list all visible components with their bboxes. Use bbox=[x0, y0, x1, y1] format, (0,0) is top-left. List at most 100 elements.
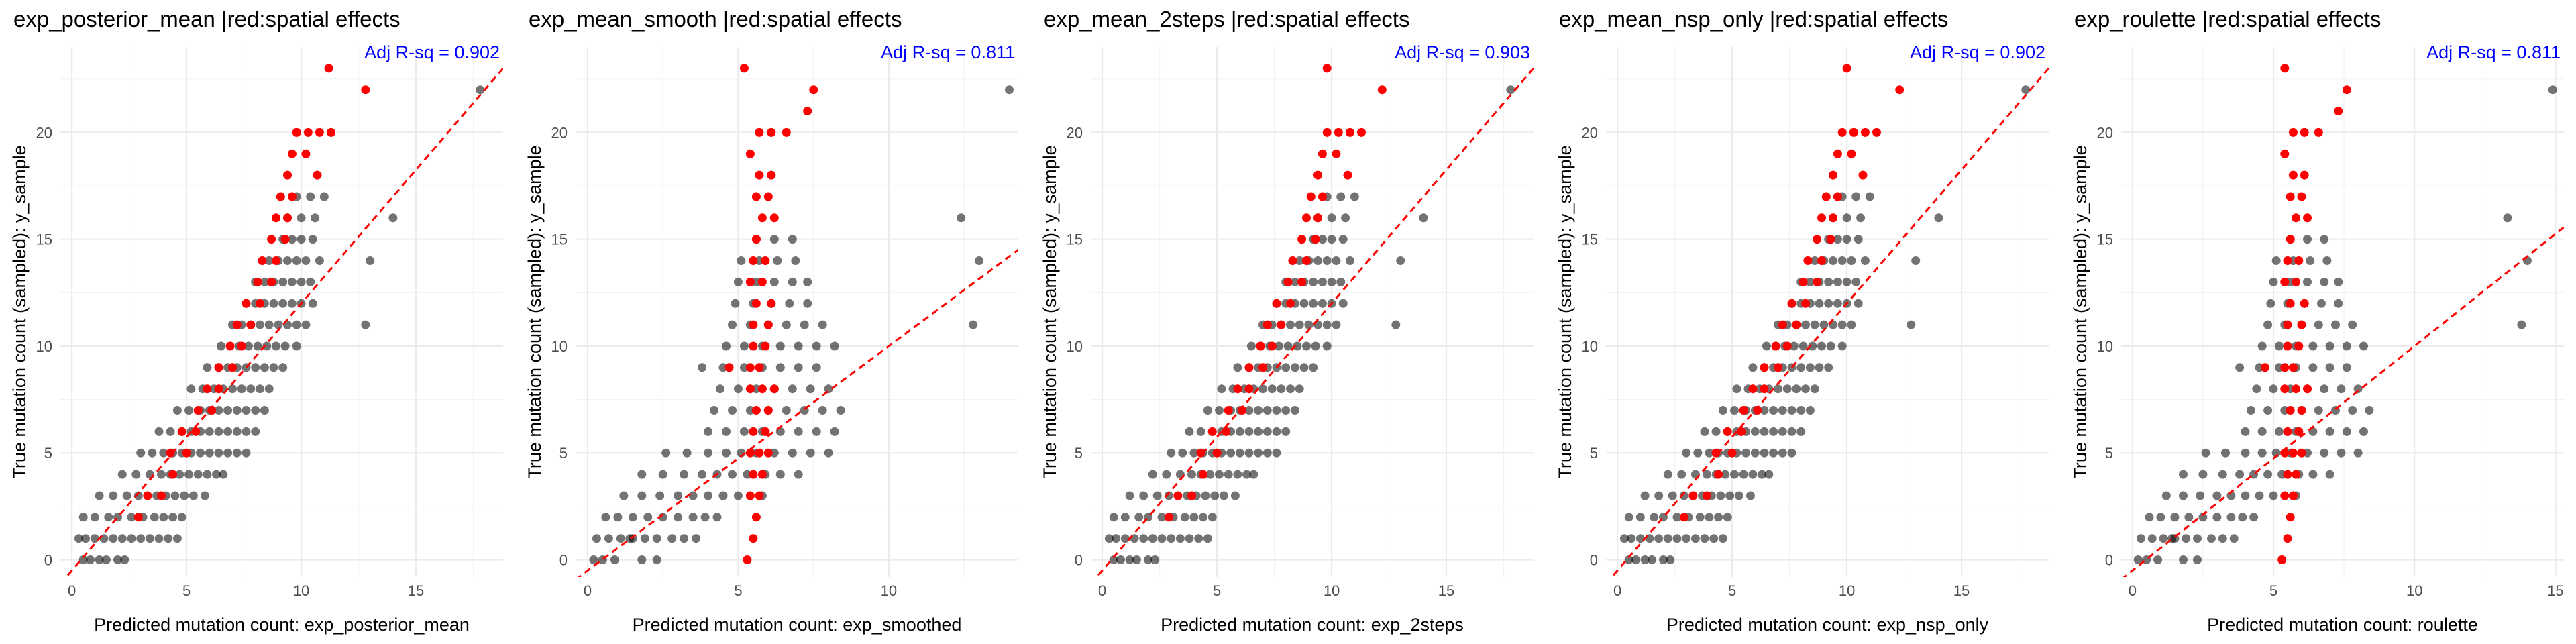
red-point bbox=[1244, 363, 1254, 372]
black-point bbox=[127, 513, 136, 522]
black-point bbox=[1318, 299, 1327, 308]
black-point bbox=[1690, 534, 1700, 543]
x-tick-label: 5 bbox=[1213, 582, 1221, 599]
black-point bbox=[232, 406, 241, 415]
black-point bbox=[1199, 513, 1208, 522]
black-point bbox=[175, 470, 184, 479]
black-point bbox=[2359, 341, 2368, 351]
black-point bbox=[751, 384, 761, 394]
black-point bbox=[2255, 491, 2264, 500]
red-point bbox=[1829, 213, 1837, 223]
red-point bbox=[2314, 127, 2323, 137]
black-point bbox=[1338, 299, 1348, 308]
chart-title: exp_mean_smooth |red:spatial effects bbox=[529, 7, 902, 32]
black-point bbox=[366, 256, 375, 265]
x-tick-label: 0 bbox=[1098, 582, 1106, 599]
red-point bbox=[2283, 427, 2292, 436]
scatter-chart: 0 5 10 0 5 10 15 20 Predicted mutation count: ex… bbox=[525, 7, 1018, 635]
black-point bbox=[1506, 85, 1515, 95]
black-point bbox=[616, 534, 625, 543]
black-point bbox=[1224, 470, 1233, 479]
black-point bbox=[81, 534, 91, 543]
black-point bbox=[287, 277, 297, 286]
black-point bbox=[214, 427, 223, 436]
red-point bbox=[1238, 406, 1247, 415]
black-point bbox=[728, 406, 737, 415]
black-point bbox=[704, 448, 713, 458]
black-point bbox=[1842, 277, 1851, 286]
red-point bbox=[214, 384, 223, 394]
black-point bbox=[1805, 406, 1815, 415]
black-point bbox=[1787, 427, 1796, 436]
black-point bbox=[728, 320, 737, 329]
black-point bbox=[722, 448, 731, 458]
red-point bbox=[191, 427, 201, 436]
red-point bbox=[1306, 192, 1316, 201]
red-point bbox=[809, 85, 818, 95]
red-point bbox=[1679, 513, 1688, 522]
black-point bbox=[319, 192, 329, 201]
red-point bbox=[1837, 127, 1847, 137]
black-point bbox=[652, 534, 661, 543]
black-point bbox=[698, 363, 707, 372]
black-point bbox=[688, 491, 698, 500]
black-point bbox=[2365, 406, 2374, 415]
red-point bbox=[2297, 406, 2306, 415]
black-point bbox=[2153, 555, 2163, 564]
black-point bbox=[1666, 555, 1675, 564]
black-point bbox=[674, 513, 683, 522]
black-point bbox=[1682, 448, 1691, 458]
black-point bbox=[2322, 256, 2332, 265]
black-point bbox=[2266, 299, 2275, 308]
black-point bbox=[788, 384, 797, 394]
black-point bbox=[2263, 406, 2273, 415]
black-point bbox=[824, 448, 833, 458]
black-point bbox=[297, 277, 306, 286]
black-point bbox=[812, 363, 821, 372]
black-point bbox=[2147, 534, 2157, 543]
x-axis-title: Predicted mutation count: roulette bbox=[2207, 614, 2478, 635]
black-point bbox=[297, 235, 306, 244]
red-point bbox=[2294, 341, 2304, 351]
black-point bbox=[592, 534, 601, 543]
black-point bbox=[1750, 448, 1760, 458]
black-point bbox=[1668, 491, 1677, 500]
black-point bbox=[628, 513, 637, 522]
red-point bbox=[292, 127, 301, 137]
black-point bbox=[1851, 192, 1861, 201]
black-point bbox=[818, 406, 827, 415]
red-point bbox=[272, 213, 280, 223]
black-point bbox=[2226, 513, 2236, 522]
red-point bbox=[1821, 192, 1831, 201]
black-point bbox=[1293, 341, 1302, 351]
black-point bbox=[232, 427, 241, 436]
black-point bbox=[2145, 513, 2154, 522]
black-point bbox=[2308, 341, 2318, 351]
black-point bbox=[1120, 513, 1130, 522]
red-point bbox=[749, 256, 758, 265]
black-point bbox=[1810, 320, 1819, 329]
black-point bbox=[589, 555, 598, 564]
black-point bbox=[150, 513, 159, 522]
red-point bbox=[1774, 363, 1782, 372]
black-point bbox=[212, 470, 221, 479]
black-point bbox=[145, 534, 154, 543]
black-point bbox=[698, 470, 707, 479]
red-point bbox=[1842, 64, 1851, 73]
x-tick-label: 5 bbox=[1728, 582, 1736, 599]
red-point bbox=[1297, 277, 1307, 286]
red-point bbox=[745, 384, 755, 394]
black-point bbox=[101, 555, 111, 564]
red-point bbox=[2286, 406, 2295, 415]
red-point bbox=[1847, 149, 1856, 158]
black-point bbox=[1286, 384, 1295, 394]
black-point bbox=[637, 555, 647, 564]
red-point bbox=[1208, 427, 1217, 436]
black-point bbox=[1005, 85, 1014, 95]
black-point bbox=[2179, 470, 2188, 479]
black-point bbox=[1272, 406, 1281, 415]
red-point bbox=[763, 192, 773, 201]
black-point bbox=[136, 448, 146, 458]
red-point bbox=[2280, 277, 2290, 286]
